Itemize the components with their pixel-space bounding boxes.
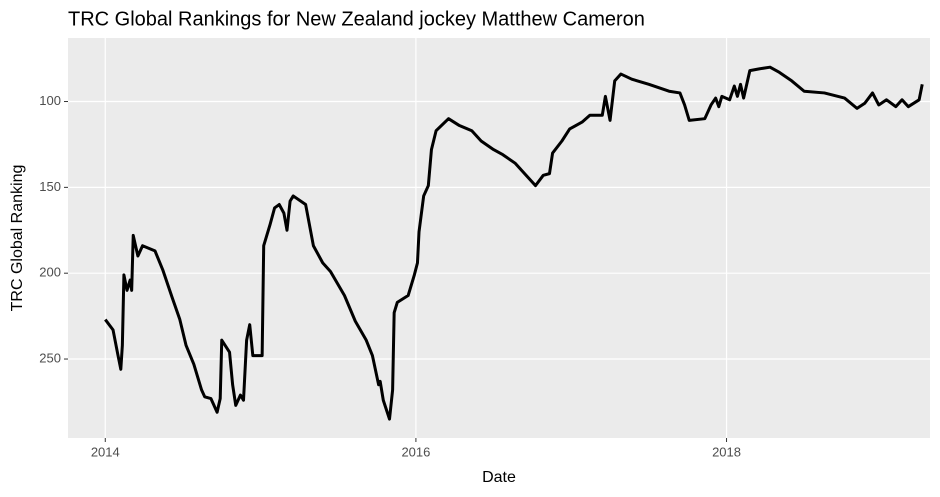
y-tick-label: 100 xyxy=(39,93,61,108)
y-tick-label: 250 xyxy=(39,350,61,365)
x-axis-label: Date xyxy=(482,469,516,486)
y-axis-label: TRC Global Ranking xyxy=(9,165,26,312)
line xyxy=(104,65,924,421)
y-tick-label: 150 xyxy=(39,179,61,194)
panel xyxy=(68,38,930,438)
x-tick-label: 2014 xyxy=(91,444,120,459)
chart-title: TRC Global Rankings for New Zealand jock… xyxy=(68,8,645,30)
x-tick-label: 2016 xyxy=(401,444,430,459)
x-tick-label: 2018 xyxy=(712,444,741,459)
y-tick-label: 200 xyxy=(39,265,61,280)
